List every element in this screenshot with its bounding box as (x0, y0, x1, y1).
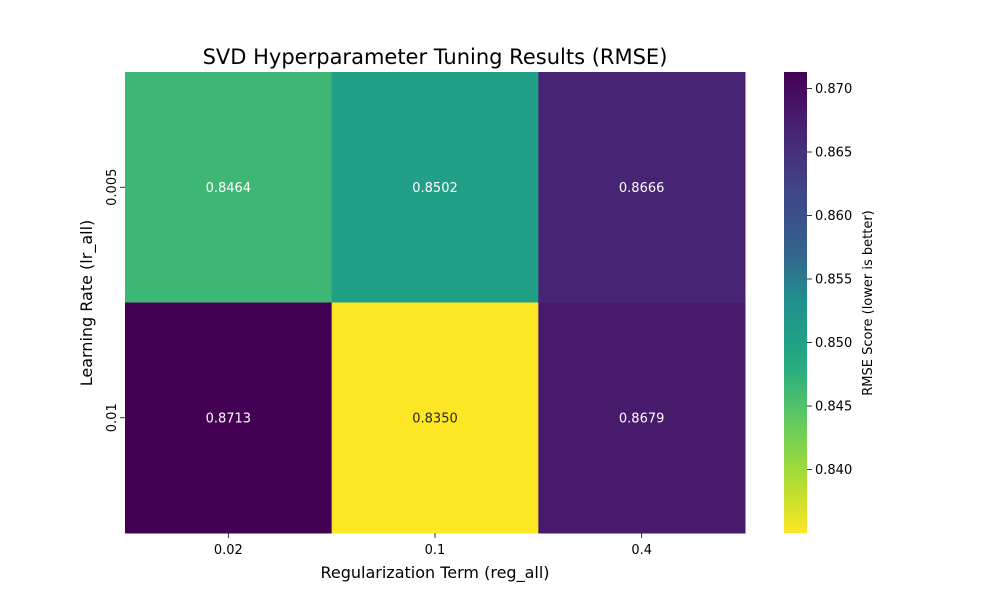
colorbar-label: RMSE Score (lower is better) (861, 210, 876, 396)
colorbar-tick-label: 0.860 (815, 209, 852, 224)
heatmap-cell (125, 302, 333, 534)
y-tick-label: 0.01 (105, 403, 120, 432)
colorbar-tick-label: 0.865 (815, 146, 852, 161)
x-axis-ticks: 0.02 0.1 0.4 (214, 533, 652, 558)
colorbar-tick-label: 0.845 (815, 400, 852, 415)
colorbar-gradient (784, 72, 807, 533)
y-axis-ticks: 0.005 0.01 (105, 169, 125, 432)
colorbar-tick-label: 0.870 (815, 82, 852, 97)
y-axis-label: Learning Rate (lr_all) (77, 220, 97, 387)
x-tick-label: 0.1 (425, 543, 446, 558)
colorbar-tick-label: 0.840 (815, 463, 852, 478)
colorbar-ticks: 0.840 0.845 0.850 0.855 0.860 0.865 0.870 (807, 82, 852, 478)
heatmap-cells: 0.8464 0.8502 0.8666 0.8713 0.8350 0.8679 (125, 72, 746, 534)
heatmap-cell (538, 302, 746, 534)
colorbar-tick-label: 0.855 (815, 273, 852, 288)
cell-value-label: 0.8713 (206, 411, 252, 426)
heatmap-cell (125, 72, 333, 303)
cell-value-label: 0.8350 (412, 411, 458, 426)
x-tick-label: 0.4 (631, 543, 652, 558)
x-tick-label: 0.02 (214, 543, 243, 558)
x-axis-label: Regularization Term (reg_all) (320, 563, 549, 583)
colorbar-tick-label: 0.850 (815, 336, 852, 351)
heatmap-cell (331, 302, 539, 534)
heatmap-cell (331, 72, 539, 303)
cell-value-label: 0.8666 (619, 181, 665, 196)
y-tick-label: 0.005 (105, 169, 120, 206)
colorbar: 0.840 0.845 0.850 0.855 0.860 0.865 0.870 RMSE… (784, 72, 876, 533)
chart-title: SVD Hyperparameter Tuning Results (RMSE) (203, 45, 668, 69)
heatmap-cell (538, 72, 746, 303)
cell-value-label: 0.8679 (619, 411, 665, 426)
cell-value-label: 0.8464 (206, 181, 252, 196)
cell-value-label: 0.8502 (412, 181, 458, 196)
